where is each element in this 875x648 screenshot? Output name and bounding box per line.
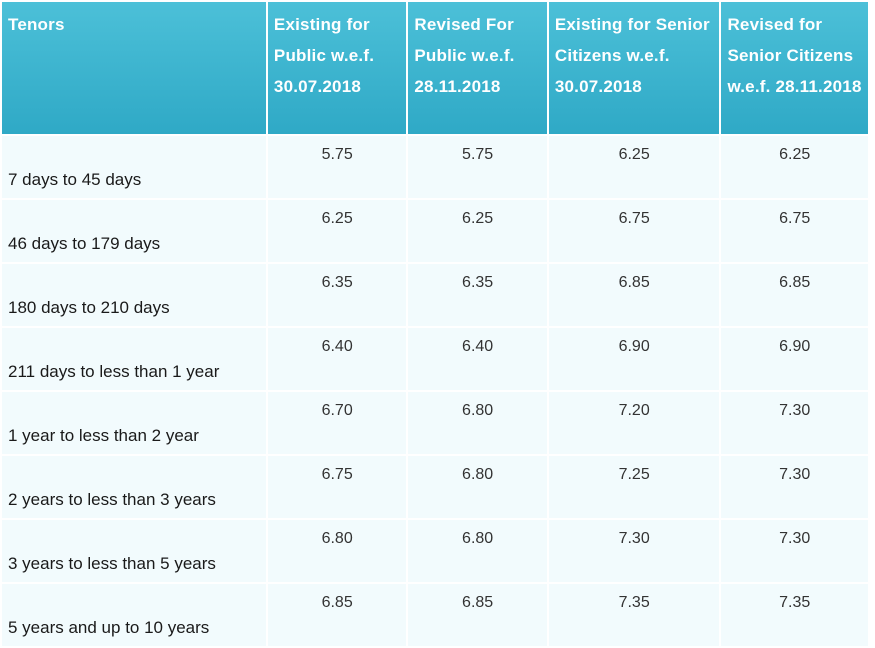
tenor-cell: 5 years and up to 10 years bbox=[2, 584, 266, 646]
existing-senior-cell: 7.35 bbox=[548, 584, 720, 646]
revised-public-cell: 6.40 bbox=[408, 328, 547, 390]
header-revised-public: Revised For Public w.e.f. 28.11.2018 bbox=[408, 2, 547, 134]
existing-public-cell: 6.85 bbox=[267, 584, 407, 646]
tenor-cell: 180 days to 210 days bbox=[2, 264, 266, 326]
table-row: 5 years and up to 10 years 6.85 6.85 7.3… bbox=[2, 584, 868, 646]
existing-public-cell: 6.80 bbox=[267, 520, 407, 582]
existing-senior-cell: 6.90 bbox=[548, 328, 720, 390]
header-row: Tenors Existing for Public w.e.f. 30.07.… bbox=[2, 2, 868, 134]
table-row: 46 days to 179 days 6.25 6.25 6.75 6.75 bbox=[2, 200, 868, 262]
header-existing-senior: Existing for Senior Citizens w.e.f. 30.0… bbox=[548, 2, 720, 134]
revised-public-cell: 6.80 bbox=[408, 392, 547, 454]
revised-senior-cell: 7.30 bbox=[721, 392, 868, 454]
existing-senior-cell: 6.25 bbox=[548, 136, 720, 198]
revised-senior-cell: 7.30 bbox=[721, 520, 868, 582]
existing-public-cell: 6.75 bbox=[267, 456, 407, 518]
revised-public-cell: 6.25 bbox=[408, 200, 547, 262]
existing-public-cell: 6.25 bbox=[267, 200, 407, 262]
header-revised-senior: Revised for Senior Citizens w.e.f. 28.11… bbox=[721, 2, 868, 134]
revised-senior-cell: 6.25 bbox=[721, 136, 868, 198]
table-body: 7 days to 45 days 5.75 5.75 6.25 6.25 46… bbox=[2, 136, 868, 646]
revised-public-cell: 5.75 bbox=[408, 136, 547, 198]
existing-public-cell: 6.70 bbox=[267, 392, 407, 454]
revised-public-cell: 6.80 bbox=[408, 456, 547, 518]
revised-senior-cell: 6.85 bbox=[721, 264, 868, 326]
revised-public-cell: 6.35 bbox=[408, 264, 547, 326]
existing-public-cell: 6.40 bbox=[267, 328, 407, 390]
tenor-cell: 1 year to less than 2 year bbox=[2, 392, 266, 454]
revised-public-cell: 6.80 bbox=[408, 520, 547, 582]
existing-public-cell: 6.35 bbox=[267, 264, 407, 326]
table-row: 2 years to less than 3 years 6.75 6.80 7… bbox=[2, 456, 868, 518]
table-row: 3 years to less than 5 years 6.80 6.80 7… bbox=[2, 520, 868, 582]
tenor-cell: 2 years to less than 3 years bbox=[2, 456, 266, 518]
table-row: 211 days to less than 1 year 6.40 6.40 6… bbox=[2, 328, 868, 390]
tenor-cell: 46 days to 179 days bbox=[2, 200, 266, 262]
table-row: 7 days to 45 days 5.75 5.75 6.25 6.25 bbox=[2, 136, 868, 198]
revised-senior-cell: 6.75 bbox=[721, 200, 868, 262]
existing-senior-cell: 7.20 bbox=[548, 392, 720, 454]
table-row: 1 year to less than 2 year 6.70 6.80 7.2… bbox=[2, 392, 868, 454]
table-header: Tenors Existing for Public w.e.f. 30.07.… bbox=[2, 2, 868, 134]
existing-senior-cell: 7.25 bbox=[548, 456, 720, 518]
tenor-cell: 7 days to 45 days bbox=[2, 136, 266, 198]
revised-senior-cell: 7.30 bbox=[721, 456, 868, 518]
table-row: 180 days to 210 days 6.35 6.35 6.85 6.85 bbox=[2, 264, 868, 326]
revised-senior-cell: 6.90 bbox=[721, 328, 868, 390]
existing-senior-cell: 6.85 bbox=[548, 264, 720, 326]
tenor-cell: 211 days to less than 1 year bbox=[2, 328, 266, 390]
header-tenors: Tenors bbox=[2, 2, 266, 134]
existing-senior-cell: 7.30 bbox=[548, 520, 720, 582]
tenor-cell: 3 years to less than 5 years bbox=[2, 520, 266, 582]
existing-senior-cell: 6.75 bbox=[548, 200, 720, 262]
revised-senior-cell: 7.35 bbox=[721, 584, 868, 646]
existing-public-cell: 5.75 bbox=[267, 136, 407, 198]
header-existing-public: Existing for Public w.e.f. 30.07.2018 bbox=[267, 2, 407, 134]
revised-public-cell: 6.85 bbox=[408, 584, 547, 646]
